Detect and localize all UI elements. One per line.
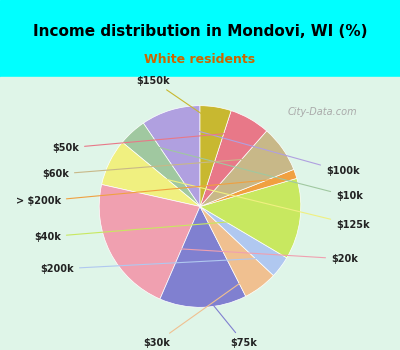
Wedge shape	[200, 111, 267, 206]
Wedge shape	[122, 123, 200, 206]
Text: City-Data.com: City-Data.com	[288, 107, 358, 117]
Text: Income distribution in Mondovi, WI (%): Income distribution in Mondovi, WI (%)	[33, 24, 367, 39]
Text: $30k: $30k	[143, 276, 249, 348]
Wedge shape	[200, 178, 301, 258]
Text: $50k: $50k	[52, 132, 240, 153]
Text: $125k: $125k	[126, 169, 370, 230]
Wedge shape	[200, 106, 231, 206]
Text: $60k: $60k	[42, 158, 267, 179]
Text: $200k: $200k	[40, 258, 266, 274]
Wedge shape	[143, 106, 200, 206]
Wedge shape	[200, 131, 294, 206]
Text: $20k: $20k	[126, 246, 358, 264]
Bar	[0, 77, 400, 350]
Text: > $200k: > $200k	[16, 179, 278, 206]
Wedge shape	[200, 169, 297, 206]
Wedge shape	[160, 206, 246, 307]
Text: $100k: $100k	[178, 125, 360, 176]
Bar	[0, 0, 400, 77]
Wedge shape	[200, 206, 287, 275]
Text: $40k: $40k	[34, 217, 282, 242]
Wedge shape	[200, 206, 274, 296]
Text: $10k: $10k	[145, 144, 363, 201]
Text: $150k: $150k	[136, 76, 211, 120]
Text: White residents: White residents	[144, 53, 256, 66]
Wedge shape	[99, 184, 200, 299]
Text: $75k: $75k	[204, 294, 257, 348]
Wedge shape	[102, 142, 200, 206]
